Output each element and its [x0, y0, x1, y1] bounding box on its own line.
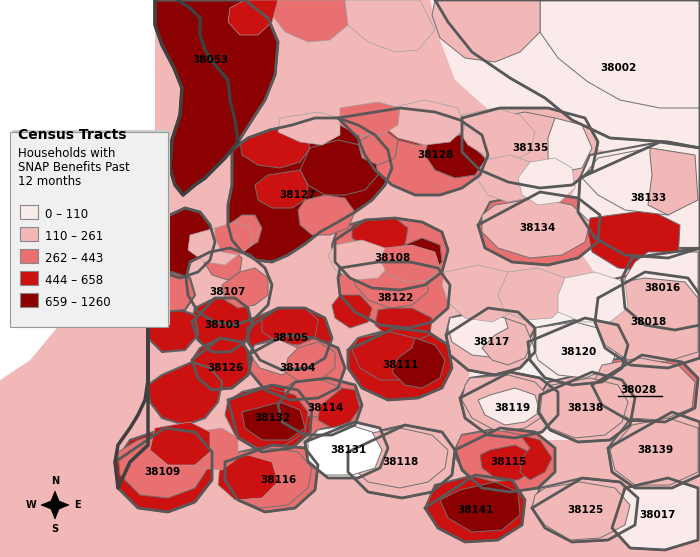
Text: 38002: 38002: [600, 63, 636, 73]
Text: 38018: 38018: [630, 317, 666, 327]
Text: 38125: 38125: [567, 505, 603, 515]
Polygon shape: [532, 482, 630, 540]
Polygon shape: [155, 0, 278, 195]
Polygon shape: [548, 118, 592, 172]
Polygon shape: [528, 318, 628, 385]
Text: 38119: 38119: [494, 403, 530, 413]
Text: 38141: 38141: [457, 505, 494, 515]
Bar: [20, 271, 38, 285]
Polygon shape: [272, 0, 348, 42]
Text: 38053: 38053: [192, 55, 228, 65]
Polygon shape: [248, 308, 332, 370]
Polygon shape: [432, 0, 540, 62]
Polygon shape: [225, 388, 308, 448]
Polygon shape: [278, 378, 362, 435]
Polygon shape: [498, 268, 568, 320]
Bar: [20, 205, 38, 219]
Polygon shape: [308, 425, 382, 475]
Text: 38126: 38126: [207, 363, 243, 373]
Polygon shape: [342, 0, 435, 52]
Polygon shape: [448, 312, 518, 358]
Polygon shape: [278, 112, 340, 145]
Text: 38109: 38109: [144, 467, 180, 477]
Polygon shape: [352, 332, 428, 380]
Polygon shape: [382, 108, 445, 145]
Polygon shape: [250, 340, 298, 375]
Polygon shape: [285, 342, 335, 382]
Polygon shape: [590, 310, 700, 440]
Polygon shape: [342, 248, 380, 280]
Polygon shape: [192, 338, 252, 390]
Polygon shape: [532, 478, 638, 542]
Polygon shape: [462, 375, 550, 432]
Polygon shape: [435, 0, 700, 148]
Polygon shape: [478, 155, 538, 202]
Text: Households with: Households with: [18, 147, 116, 160]
FancyBboxPatch shape: [12, 130, 170, 325]
Text: 110 – 261: 110 – 261: [45, 229, 104, 242]
Polygon shape: [248, 335, 345, 400]
Text: 38104: 38104: [280, 363, 316, 373]
Text: 38132: 38132: [254, 413, 290, 423]
Polygon shape: [380, 245, 440, 282]
Polygon shape: [358, 128, 398, 165]
FancyBboxPatch shape: [10, 132, 168, 327]
Polygon shape: [215, 222, 252, 255]
Polygon shape: [475, 305, 600, 400]
Polygon shape: [51, 505, 59, 519]
Text: 38103: 38103: [204, 320, 240, 330]
Polygon shape: [204, 248, 242, 280]
Polygon shape: [148, 272, 195, 312]
Polygon shape: [115, 428, 212, 512]
Polygon shape: [460, 372, 558, 438]
Text: 38111: 38111: [382, 360, 418, 370]
Polygon shape: [478, 388, 540, 425]
Polygon shape: [150, 422, 210, 465]
Polygon shape: [340, 102, 400, 135]
Polygon shape: [478, 192, 600, 265]
Polygon shape: [225, 448, 312, 508]
Text: 12 months: 12 months: [18, 175, 81, 188]
Polygon shape: [480, 445, 535, 480]
Text: 38133: 38133: [630, 193, 666, 203]
Polygon shape: [612, 478, 698, 550]
Polygon shape: [218, 455, 278, 500]
Polygon shape: [442, 265, 518, 322]
Polygon shape: [558, 272, 628, 322]
Polygon shape: [192, 298, 252, 352]
Polygon shape: [392, 338, 445, 388]
Text: 659 – 1260: 659 – 1260: [45, 296, 111, 309]
Text: 38138: 38138: [567, 403, 603, 413]
Polygon shape: [595, 278, 698, 362]
Polygon shape: [446, 308, 535, 375]
Polygon shape: [240, 125, 310, 168]
Polygon shape: [41, 501, 55, 509]
Polygon shape: [338, 262, 450, 328]
Polygon shape: [468, 112, 568, 168]
Polygon shape: [588, 210, 680, 272]
Polygon shape: [222, 268, 268, 308]
Text: 38105: 38105: [272, 333, 308, 343]
Polygon shape: [382, 100, 465, 145]
Polygon shape: [582, 148, 695, 215]
Polygon shape: [188, 228, 238, 265]
Text: 38135: 38135: [512, 143, 548, 153]
Polygon shape: [242, 402, 305, 440]
Text: 38028: 38028: [620, 385, 656, 395]
Polygon shape: [55, 501, 69, 509]
Polygon shape: [148, 308, 198, 352]
Text: 38114: 38114: [307, 403, 343, 413]
Text: 38139: 38139: [637, 445, 673, 455]
Polygon shape: [440, 482, 520, 532]
Polygon shape: [186, 248, 272, 325]
Polygon shape: [538, 372, 635, 442]
Polygon shape: [540, 378, 628, 438]
Polygon shape: [328, 240, 390, 280]
Text: 38127: 38127: [280, 190, 316, 200]
Text: 38134: 38134: [520, 223, 556, 233]
Polygon shape: [578, 142, 700, 258]
Polygon shape: [228, 385, 312, 452]
Polygon shape: [545, 435, 700, 557]
Polygon shape: [625, 252, 698, 325]
